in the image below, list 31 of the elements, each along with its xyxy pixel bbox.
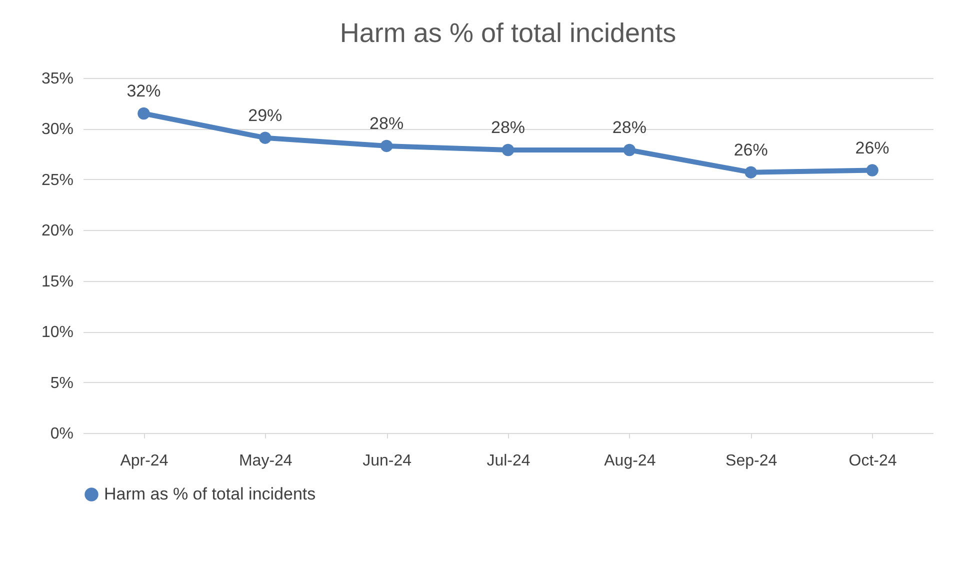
data-label: 28%	[370, 114, 404, 133]
y-tick-label: 15%	[41, 273, 74, 290]
point	[502, 144, 514, 156]
x-tick-label: Oct-24	[848, 452, 897, 470]
point	[259, 132, 272, 144]
point	[744, 166, 757, 178]
y-tick-label: 5%	[50, 374, 74, 392]
y-tick-label: 35%	[41, 70, 74, 88]
x-tick-label: Jun-24	[362, 452, 412, 470]
data-label: 28%	[490, 118, 526, 138]
point	[623, 144, 636, 156]
point	[380, 140, 393, 152]
x-tick-label: Apr-24	[120, 452, 168, 470]
point	[138, 107, 150, 120]
y-tick-label: 10%	[41, 324, 74, 342]
y-tick-label: 20%	[41, 222, 74, 240]
x-tick-label: Sep-24	[726, 452, 778, 470]
chart-title: Harm as % of total incidents	[340, 18, 676, 48]
data-label: 29%	[248, 106, 282, 125]
y-tick-label: 0%	[50, 426, 74, 442]
point	[866, 164, 878, 176]
data-label: 32%	[126, 82, 161, 100]
legend-label: Harm as % of total incidents	[104, 484, 316, 504]
data-label: 28%	[612, 118, 646, 138]
data-label: 26%	[855, 138, 890, 158]
x-tick-label: Jul-24	[486, 452, 530, 470]
x-tick-label: May-24	[238, 452, 292, 470]
x-tick-label: Aug-24	[604, 452, 656, 470]
y-tick-label: 30%	[41, 121, 74, 138]
data-label: 26%	[734, 140, 768, 160]
y-tick-label: 25%	[41, 172, 74, 189]
